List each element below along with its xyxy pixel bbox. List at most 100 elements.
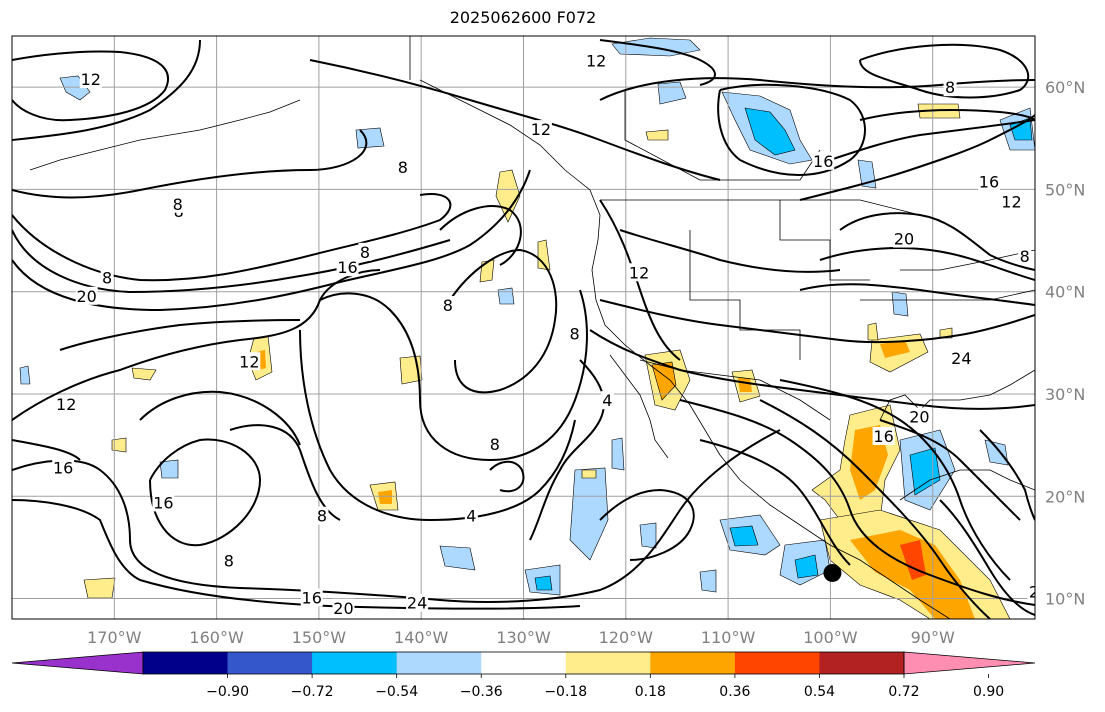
- contour-label: 24: [407, 594, 427, 613]
- contour-label: 20: [76, 287, 96, 306]
- contour-label-bg: [100, 268, 114, 287]
- lat-tick-label: 40°N: [1045, 283, 1085, 302]
- contour-line: [679, 399, 1035, 606]
- colorbar-segment: [650, 652, 736, 674]
- positive-shading: [581, 469, 597, 479]
- positive-shading: [738, 378, 752, 392]
- contour-label-bg: [75, 286, 98, 305]
- contour-label: 8: [1020, 247, 1030, 266]
- coastline: [29, 99, 301, 171]
- positive-shading: [645, 129, 669, 141]
- lon-tick-label: 110°W: [701, 628, 756, 647]
- contour-line: [299, 329, 576, 522]
- contour-label-bg: [336, 258, 359, 277]
- contour-label-bg: [908, 407, 931, 426]
- negative-shading: [611, 437, 625, 471]
- positive-shading: [378, 490, 392, 504]
- contour-label-bg: [238, 352, 261, 371]
- colorbar-tick-label: −0.36: [460, 684, 503, 700]
- contour-line: [619, 229, 841, 273]
- lon-tick-label: 160°W: [189, 628, 244, 647]
- negative-shading: [639, 522, 657, 549]
- contour-label-bg: [488, 435, 502, 454]
- contour-label: 8: [945, 78, 955, 97]
- contour-label-bg: [358, 242, 372, 261]
- contour-label: 4: [466, 507, 476, 526]
- contour-label-bg: [396, 157, 410, 176]
- contour-line: [829, 119, 1035, 161]
- contour-line: [59, 319, 301, 351]
- coastline: [899, 469, 1035, 501]
- colorbar-tick-label: 0.18: [635, 684, 666, 700]
- border: [860, 289, 1035, 301]
- negative-shading: [497, 287, 515, 305]
- lon-tick-label: 100°W: [803, 628, 858, 647]
- latitude-ticks: 10°N 20°N 30°N 40°N 50°N 60°N: [1045, 78, 1085, 608]
- contour-label: 8: [317, 507, 327, 526]
- colorbar-tick-label: −0.72: [291, 684, 334, 700]
- contour-label-bg: [79, 69, 102, 88]
- positive-shading: [537, 239, 551, 271]
- gridlines: [12, 36, 1035, 619]
- contour-label: 12: [1001, 193, 1021, 212]
- contour-line: [859, 43, 1030, 99]
- colorbar-extend-low: [11, 651, 144, 675]
- contour-label: 16: [153, 493, 173, 512]
- contour-line: [979, 429, 1035, 521]
- contour-label: 4: [602, 391, 612, 410]
- contour-label: 12: [629, 263, 649, 282]
- contour-label: 20: [333, 599, 353, 618]
- contour-line: [12, 269, 381, 421]
- contour-label-bg: [950, 349, 973, 368]
- contour-label-bg: [55, 395, 78, 414]
- contour-line: [589, 329, 1035, 410]
- contour-label: 16: [53, 459, 73, 478]
- contour-label-bg: [568, 324, 582, 343]
- contour-label-bg: [222, 551, 236, 570]
- lon-tick-label: 170°W: [87, 628, 142, 647]
- positive-shading: [83, 577, 116, 599]
- contour-label-bg: [464, 506, 478, 525]
- contour-label-bg: [300, 588, 323, 607]
- contour-line: [699, 439, 851, 566]
- contour-label-bg: [1000, 192, 1023, 211]
- contour-label: 20: [909, 408, 929, 427]
- contour-label: 20: [894, 230, 914, 249]
- coastline: [879, 369, 1035, 421]
- location-dot: [823, 563, 842, 582]
- contour-label: 8: [360, 243, 370, 262]
- contour-label: 8: [490, 435, 500, 454]
- contour-line: [529, 359, 605, 541]
- positive-shading: [495, 169, 521, 223]
- contour-line: [12, 229, 451, 294]
- negative-shading: [744, 107, 796, 156]
- contour-line: [779, 379, 1011, 581]
- positive-shading: [131, 367, 157, 381]
- lat-tick-label: 50°N: [1045, 180, 1085, 199]
- colorbar-segment: [396, 652, 482, 674]
- contour-label: 8: [443, 296, 453, 315]
- contour-line: [12, 39, 201, 141]
- contour-label: 24: [951, 349, 971, 368]
- contour-label: 16: [979, 172, 999, 191]
- lon-tick-label: 130°W: [496, 628, 551, 647]
- contour-label: 2: [1029, 582, 1039, 601]
- contour-line: [12, 429, 781, 603]
- lon-tick-label: 90°W: [911, 628, 955, 647]
- contour-line: [319, 289, 588, 462]
- contour-label: 8: [398, 158, 408, 177]
- contour-line: [599, 488, 695, 561]
- colorbar-outline: [142, 651, 905, 675]
- contour-line: [309, 59, 721, 181]
- contour-line: [759, 399, 991, 619]
- contour-line: [599, 199, 681, 361]
- contour-line: [819, 247, 1035, 281]
- colorbar-segment: [819, 652, 905, 674]
- border: [779, 200, 870, 281]
- contour-label: 16: [813, 152, 833, 171]
- positive-shading: [867, 322, 879, 341]
- lat-tick-label: 20°N: [1045, 487, 1085, 506]
- contour-label-bg: [1018, 246, 1032, 265]
- contour-label: 12: [531, 120, 551, 139]
- contour-label-bg: [600, 391, 614, 410]
